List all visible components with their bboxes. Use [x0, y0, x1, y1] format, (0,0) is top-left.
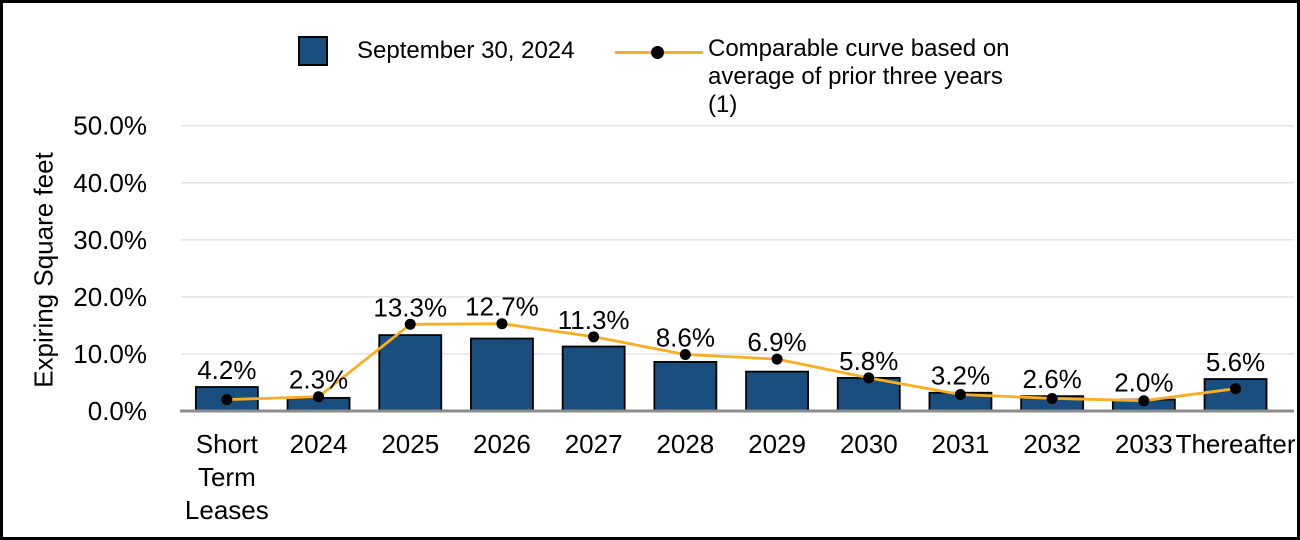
- y-axis-tick-label: 0.0%: [88, 396, 147, 426]
- y-axis-tick-label: 20.0%: [73, 282, 147, 312]
- data-label-2030: 5.8%: [839, 346, 898, 376]
- data-label-thereafter: 5.6%: [1206, 347, 1265, 377]
- x-axis-label-short-term-leases: Short Term Leases: [185, 429, 269, 525]
- y-axis-tick-label: 10.0%: [73, 339, 147, 369]
- curve-marker-2024: [313, 391, 325, 403]
- curve-marker-2032: [1046, 392, 1058, 404]
- lease-expiration-chart: 0.0% 10.0% 20.0% 30.0% 40.0% 50.0% 4.2% 2.3% 13.…: [73, 111, 1296, 525]
- curve-marker-2033: [1138, 395, 1150, 407]
- bar-2025: [378, 334, 443, 412]
- x-axis-label-2027: 2027: [565, 429, 623, 459]
- x-axis-label-2033: 2033: [1115, 429, 1173, 459]
- curve-marker-2025: [404, 318, 416, 330]
- curve-marker-2027: [588, 331, 600, 343]
- y-axis-tick-label: 30.0%: [73, 225, 147, 255]
- data-label-2029: 6.9%: [747, 327, 806, 357]
- bar-series-legend-label: September 30, 2024: [357, 37, 575, 64]
- curve-marker-2026: [496, 318, 508, 330]
- y-axis-tick-label: 40.0%: [73, 168, 147, 198]
- bar-2027: [561, 345, 626, 412]
- curve-marker-short-term-leases: [221, 394, 233, 406]
- data-label-2027: 11.3%: [558, 305, 630, 335]
- bar-2028: [653, 361, 718, 412]
- line-series-legend-label: Comparable curve based on average of pri…: [708, 35, 1010, 118]
- x-axis-label-2025: 2025: [381, 429, 439, 459]
- curve-marker-2031: [954, 388, 966, 400]
- data-label-2033: 2.0%: [1114, 368, 1173, 398]
- x-axis-label-2026: 2026: [473, 429, 531, 459]
- x-axis-label-thereafter: Thereafter: [1176, 429, 1296, 459]
- x-axis-label-2030: 2030: [840, 429, 898, 459]
- curve-marker-2030: [863, 372, 875, 384]
- x-axis-label-2032: 2032: [1023, 429, 1081, 459]
- x-axis-label-2029: 2029: [748, 429, 806, 459]
- data-label-2032: 2.6%: [1023, 364, 1082, 394]
- x-axis-label-2028: 2028: [656, 429, 714, 459]
- curve-marker-2029: [771, 353, 783, 365]
- comparable-curve-line: [225, 322, 1237, 403]
- bar-thereafter: [1203, 378, 1268, 412]
- data-label-2028: 8.6%: [656, 323, 715, 353]
- curve-marker-2028: [679, 349, 691, 361]
- line-series-marker-icon: [651, 45, 664, 59]
- y-axis-tick-label: 50.0%: [73, 111, 147, 141]
- bar-2026: [470, 337, 534, 412]
- data-label-2026: 12.7%: [465, 292, 539, 322]
- data-label-short-term-leases: 4.2%: [197, 355, 256, 385]
- data-label-2025: 13.3%: [373, 292, 447, 322]
- curve-marker-thereafter: [1230, 383, 1242, 395]
- line-series-swatch-icon: [615, 45, 703, 59]
- x-axis-label-2031: 2031: [932, 429, 990, 459]
- data-label-2024: 2.3%: [289, 365, 348, 395]
- bar-2029: [745, 370, 809, 412]
- data-label-2031: 3.2%: [931, 361, 990, 391]
- x-axis-label-2024: 2024: [290, 429, 348, 459]
- legend-item-bar-series: September 30, 2024: [298, 36, 575, 66]
- bar-series-swatch-icon: [298, 36, 328, 66]
